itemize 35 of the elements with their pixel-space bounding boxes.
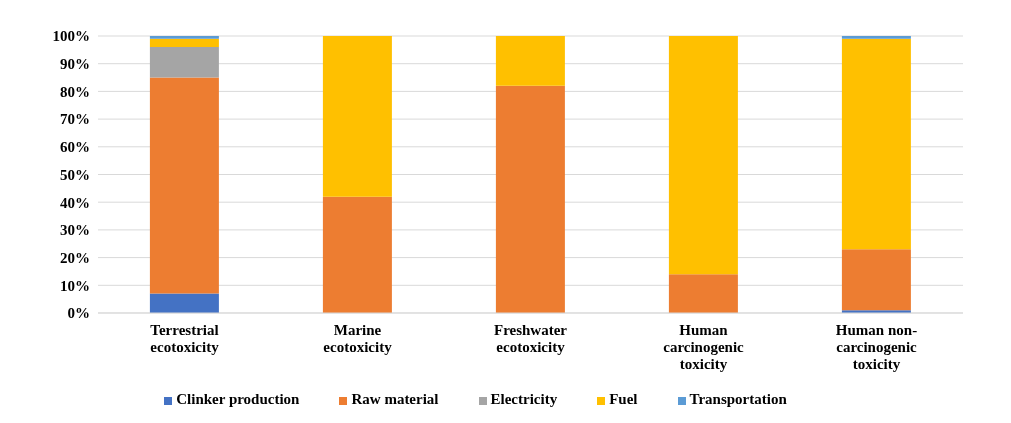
bar	[841, 38, 911, 250]
y-tick-label: 80%	[60, 83, 90, 100]
y-tick-label: 30%	[60, 222, 90, 239]
x-tick-label: Human carcinogenic toxicity	[663, 322, 745, 372]
legend-label: Transportation	[689, 391, 787, 407]
bar	[495, 85, 565, 313]
y-tick-label: 100%	[52, 28, 90, 45]
y-tick-label: 60%	[60, 139, 90, 156]
y-tick-label: 40%	[60, 194, 90, 211]
x-tick-label: Freshwater ecotoxicity	[493, 322, 568, 355]
y-tick-label: 10%	[60, 277, 90, 294]
bar	[322, 196, 392, 313]
bar	[149, 47, 219, 78]
bar	[322, 36, 392, 197]
legend-label: Raw material	[351, 391, 439, 407]
bar	[668, 274, 738, 313]
y-tick-label: 0%	[67, 305, 90, 322]
bar	[149, 77, 219, 294]
x-tick-label: Terrestrial ecotoxicity	[150, 322, 220, 355]
y-tick-label: 20%	[60, 249, 90, 266]
y-tick-label: 70%	[60, 111, 90, 128]
bar	[149, 293, 219, 313]
y-tick-label: 90%	[60, 56, 90, 73]
bar	[668, 36, 738, 275]
legend-label: Clinker production	[176, 391, 300, 407]
legend-label: Electricity	[490, 391, 558, 407]
legend-label: Fuel	[609, 391, 638, 407]
x-tick-label: Human non-carcinogenic toxicity	[835, 322, 918, 372]
bar	[841, 36, 911, 39]
bar	[149, 36, 219, 39]
bar	[495, 36, 565, 86]
x-tick-label: Marine ecotoxicity	[323, 322, 393, 355]
bar	[149, 38, 219, 48]
y-tick-label: 50%	[60, 166, 90, 183]
bar	[841, 249, 911, 311]
